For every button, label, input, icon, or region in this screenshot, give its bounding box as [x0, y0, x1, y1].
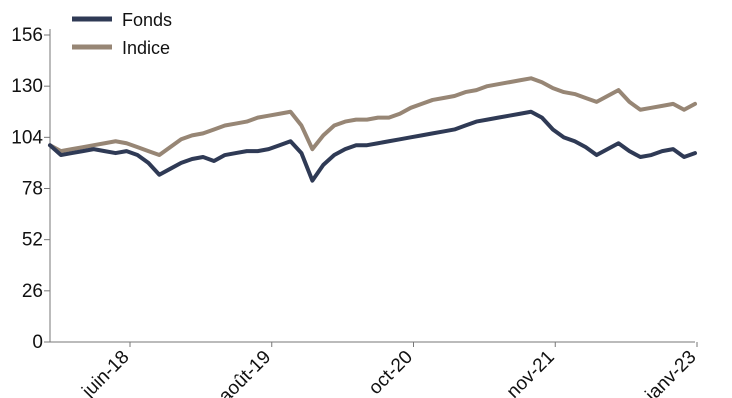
- y-tick-label: 156: [11, 25, 43, 46]
- y-tick-label: 26: [22, 281, 43, 302]
- y-tick-label: 130: [11, 76, 43, 97]
- x-tick-label: nov-21: [503, 347, 559, 398]
- y-tick-label: 52: [22, 230, 43, 251]
- x-tick-label: oct-20: [365, 347, 417, 398]
- y-tick-label: 104: [11, 127, 43, 148]
- x-tick-label: juin-18: [78, 347, 134, 398]
- series-line-fonds: [48, 109, 697, 183]
- series-line-indice: [48, 76, 697, 158]
- y-tick-label: 0: [32, 332, 43, 353]
- x-tick-label: janv-23: [641, 347, 701, 398]
- legend: Fonds Indice: [72, 10, 172, 58]
- x-tick-label: août-19: [215, 347, 275, 398]
- series-layer: [48, 76, 697, 183]
- legend-label-fonds: Fonds: [122, 10, 172, 30]
- y-tick-label: 78: [22, 179, 43, 200]
- axes-layer: 0 26 52 78 104 130 156 juin-18 août-19 oct-20 nov-…: [11, 25, 700, 398]
- legend-label-indice: Indice: [122, 38, 170, 58]
